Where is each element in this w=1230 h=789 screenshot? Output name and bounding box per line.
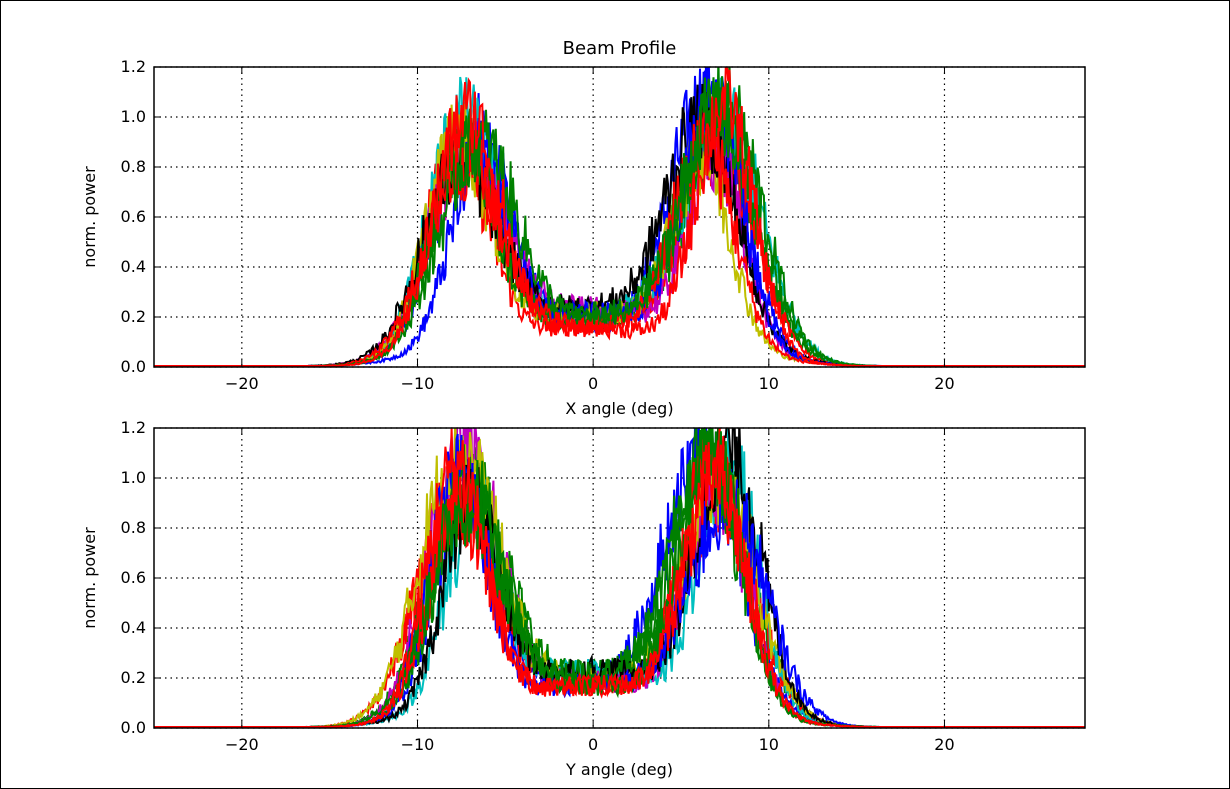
y-tick-label: 0.6 xyxy=(121,207,146,226)
x-tick-label: 10 xyxy=(759,374,779,393)
y-tick-label: 0.6 xyxy=(121,568,146,587)
x-tick-label: −20 xyxy=(225,374,259,393)
x-tick-label: 20 xyxy=(934,735,954,754)
y-tick-label: 0.8 xyxy=(121,518,146,537)
y-tick-label: 0.4 xyxy=(121,257,146,276)
chart-title: Beam Profile xyxy=(563,38,677,59)
series-line-12 xyxy=(154,428,1085,728)
y-tick-label: 1.0 xyxy=(121,107,146,126)
x-tick-label: −10 xyxy=(401,374,435,393)
y-tick-label: 1.2 xyxy=(121,418,146,437)
x-axis-label: X angle (deg) xyxy=(565,399,673,418)
x-tick-label: 20 xyxy=(934,374,954,393)
y-tick-label: 0.8 xyxy=(121,157,146,176)
x-tick-label: 0 xyxy=(588,735,598,754)
series-line-12 xyxy=(154,67,1085,367)
y-tick-label: 1.2 xyxy=(121,57,146,76)
y-axis-label: norm. power xyxy=(80,527,99,629)
series-line-5 xyxy=(154,121,1085,367)
x-tick-label: 10 xyxy=(759,735,779,754)
series-line-11 xyxy=(154,428,1085,728)
y-tick-label: 0.4 xyxy=(121,618,146,637)
y-tick-label: 1.0 xyxy=(121,468,146,487)
x-tick-label: −20 xyxy=(225,735,259,754)
y-tick-label: 0.0 xyxy=(121,718,146,737)
y-tick-label: 0.2 xyxy=(121,668,146,687)
y-axis-label: norm. power xyxy=(80,166,99,268)
y-tick-label: 0.0 xyxy=(121,357,146,376)
y-tick-label: 0.2 xyxy=(121,307,146,326)
x-tick-label: 0 xyxy=(588,374,598,393)
x-tick-label: −10 xyxy=(401,735,435,754)
x-axis-label: Y angle (deg) xyxy=(565,760,673,779)
